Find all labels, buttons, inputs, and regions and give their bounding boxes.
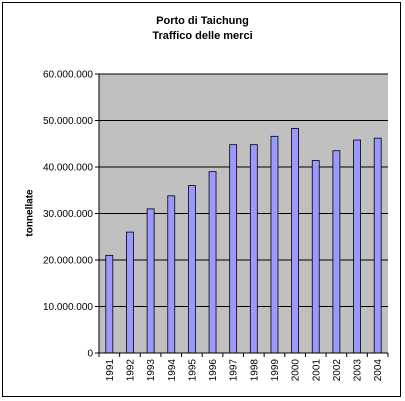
y-tick-label: 60.000.000 <box>43 70 93 81</box>
x-tick-label: 1993 <box>146 359 157 382</box>
y-tick-label: 20.000.000 <box>43 256 93 267</box>
x-tick-label: 1998 <box>249 359 260 382</box>
bar-1992 <box>126 231 134 354</box>
chart-title-block: Porto di Taichung Traffico delle merci <box>0 14 405 44</box>
chart-title: Porto di Taichung <box>156 15 249 27</box>
x-tick-label: 2002 <box>332 359 343 382</box>
x-tick-label: 2001 <box>311 359 322 382</box>
bar-2004 <box>373 137 382 354</box>
x-tick-label: 2003 <box>353 359 364 382</box>
bar-1991 <box>105 254 114 354</box>
y-tick-label: 50.000.000 <box>43 116 93 127</box>
y-tick-label: 0 <box>87 349 93 360</box>
bar-1994 <box>167 195 176 354</box>
bar-2002 <box>332 150 341 354</box>
x-tick-label: 1996 <box>208 359 219 382</box>
bar-1995 <box>187 185 196 354</box>
bar-1997 <box>229 144 238 354</box>
x-tick-label: 2000 <box>291 359 302 382</box>
bar-1999 <box>270 135 279 354</box>
y-tick-label: 40.000.000 <box>43 163 93 174</box>
bar-1993 <box>146 208 155 354</box>
bar-1996 <box>208 171 217 354</box>
x-tick-label: 1997 <box>229 359 240 382</box>
x-tick-label: 2004 <box>373 359 384 382</box>
bar-2003 <box>353 139 361 354</box>
x-tick-label: 1995 <box>187 359 198 382</box>
bar-2000 <box>291 128 300 354</box>
x-tick-label: 1992 <box>125 359 136 382</box>
x-tick-label: 1999 <box>270 359 281 382</box>
x-tick-label: 1994 <box>167 359 178 382</box>
chart-subtitle: Traffico delle merci <box>152 30 253 42</box>
y-tick-label: 30.000.000 <box>43 209 93 220</box>
bar-1998 <box>249 144 258 354</box>
bar-2001 <box>311 160 320 354</box>
x-tick-label: 1991 <box>105 359 116 382</box>
y-tick-label: 10.000.000 <box>43 302 93 313</box>
